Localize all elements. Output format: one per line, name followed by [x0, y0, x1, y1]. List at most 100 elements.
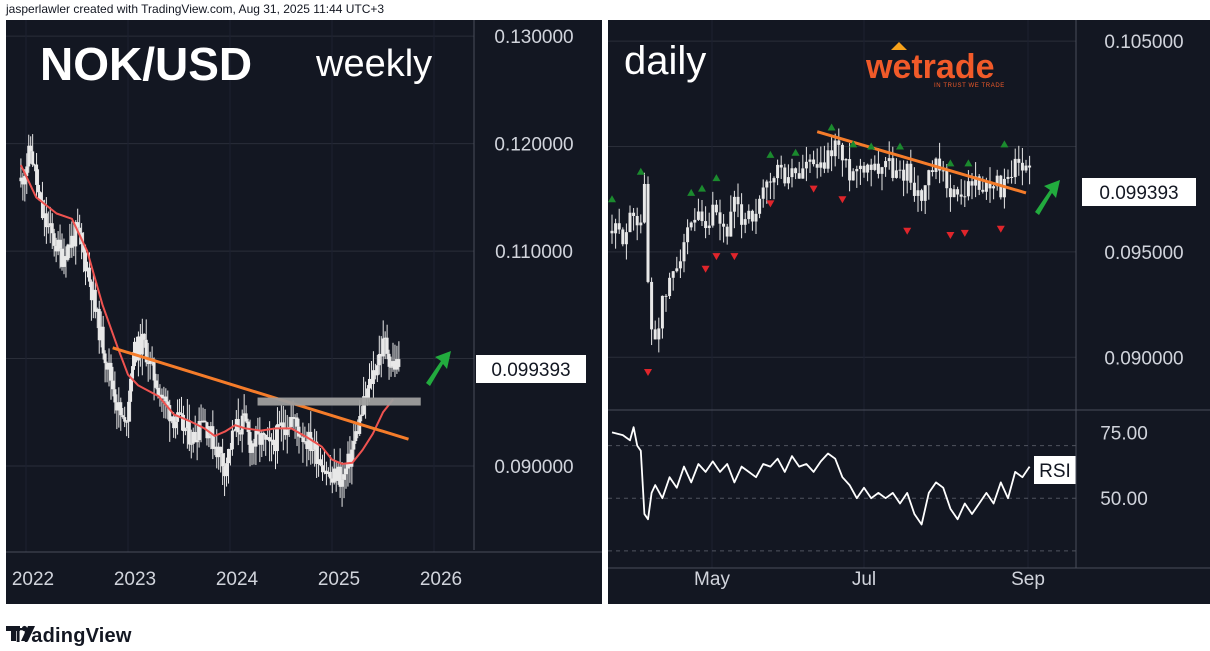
candle-body	[700, 211, 704, 222]
candle-body	[291, 417, 295, 419]
candle-body	[970, 181, 974, 186]
candle-body	[1010, 176, 1014, 178]
fractal-down-marker	[809, 185, 818, 193]
candle-body	[195, 440, 199, 443]
candle-body	[330, 478, 334, 483]
candle-body	[326, 471, 330, 474]
candle-body	[85, 267, 89, 272]
candle-body	[307, 431, 311, 450]
candle-body	[68, 244, 72, 248]
candle-body	[338, 466, 342, 487]
candle-body	[902, 169, 906, 181]
candle-body	[70, 235, 74, 248]
candle-body	[31, 151, 35, 165]
candle-body	[340, 479, 344, 487]
x-axis-tick-label: 2024	[216, 569, 259, 590]
candle-body	[966, 181, 970, 197]
candle-body	[283, 429, 287, 436]
candle-body	[309, 431, 313, 452]
candle-body	[786, 177, 790, 184]
candle-body	[121, 415, 125, 418]
candle-body	[617, 223, 621, 230]
candle-body	[364, 396, 368, 399]
candle-body	[221, 453, 225, 467]
candle-body	[58, 239, 62, 249]
candle-body	[178, 412, 182, 414]
candle-body	[191, 431, 195, 444]
candle-body	[46, 225, 50, 228]
candle-body	[779, 164, 783, 168]
candle-body	[37, 184, 41, 193]
candle-body	[912, 182, 916, 196]
candle-body	[948, 188, 952, 198]
candle-body	[1028, 165, 1032, 168]
candle-body	[295, 417, 299, 427]
candle-body	[822, 162, 826, 169]
candle-body	[880, 167, 884, 174]
candle-body	[750, 210, 754, 222]
candle-body	[344, 468, 348, 475]
candle-body	[21, 177, 25, 185]
x-axis-tick-label: 2025	[318, 569, 360, 590]
candle-body	[199, 421, 203, 423]
candle-body	[375, 365, 379, 376]
wetrade-tagline: IN TRUST WE TRADE	[934, 83, 1005, 89]
chart-title: daily	[624, 39, 706, 83]
green-up-arrow-icon	[1035, 180, 1060, 215]
candle-body	[797, 173, 801, 179]
candle-body	[317, 459, 321, 464]
candle-body	[313, 441, 317, 450]
candle-body	[855, 169, 859, 172]
candle-body	[258, 433, 262, 445]
candle-body	[732, 196, 736, 212]
candle-body	[219, 446, 223, 454]
y-axis-tick-label: 0.095000	[1104, 243, 1183, 264]
weekly-chart-panel[interactable]: NOK/USD weekly 0.130000 0.120000 0.110000 0…	[6, 20, 602, 604]
candle-body	[203, 420, 207, 423]
candle-body	[270, 439, 274, 442]
candle-body	[671, 271, 675, 278]
candle-body	[945, 170, 949, 189]
candle-body	[927, 170, 931, 186]
fractal-up-marker	[766, 150, 775, 158]
fractal-up-marker	[867, 142, 876, 150]
tradingview-logo-icon	[6, 625, 35, 641]
candle-body	[851, 171, 855, 181]
y-axis-tick-label: 0.110000	[495, 242, 573, 263]
daily-chart-panel[interactable]: 75.00 50.00 RSI daily wetrade IN TRUST WE …	[608, 20, 1210, 604]
candle-body	[352, 441, 356, 450]
candle-body	[381, 338, 385, 357]
candle-body	[725, 226, 729, 237]
candle-body	[72, 235, 76, 247]
candle-body	[704, 221, 708, 229]
wetrade-chevron-icon	[891, 42, 907, 50]
candle-body	[776, 164, 780, 179]
candle-body	[38, 192, 42, 201]
candle-body	[941, 170, 945, 172]
candle-body	[154, 380, 158, 388]
candle-body	[82, 244, 86, 253]
candle-body	[346, 453, 350, 469]
candle-body	[328, 471, 332, 479]
rsi-label-box	[1034, 456, 1076, 484]
tradingview-footer[interactable]: TradingView	[6, 624, 132, 648]
fractal-down-marker	[946, 232, 955, 240]
candle-body	[244, 413, 248, 422]
candle-body	[610, 230, 614, 234]
candle-body	[747, 210, 751, 220]
candle-body	[262, 433, 266, 436]
weekly-chart[interactable]: NOK/USD weekly 0.130000 0.120000 0.110000 0…	[6, 20, 602, 604]
wetrade-logo: wetrade IN TRUST WE TRADE	[865, 42, 1005, 89]
candle-body	[668, 277, 672, 297]
candle-body	[729, 211, 733, 237]
candle-body	[373, 370, 377, 376]
fractal-up-marker	[698, 184, 706, 192]
candle-body	[213, 446, 217, 449]
candle-body	[621, 229, 625, 245]
candle-body	[40, 200, 44, 219]
candle-body	[360, 414, 364, 417]
candle-body	[334, 468, 338, 481]
daily-chart[interactable]: 75.00 50.00 RSI daily wetrade IN TRUST WE …	[608, 20, 1210, 604]
candle-body	[819, 162, 823, 168]
candle-body	[1024, 165, 1028, 171]
